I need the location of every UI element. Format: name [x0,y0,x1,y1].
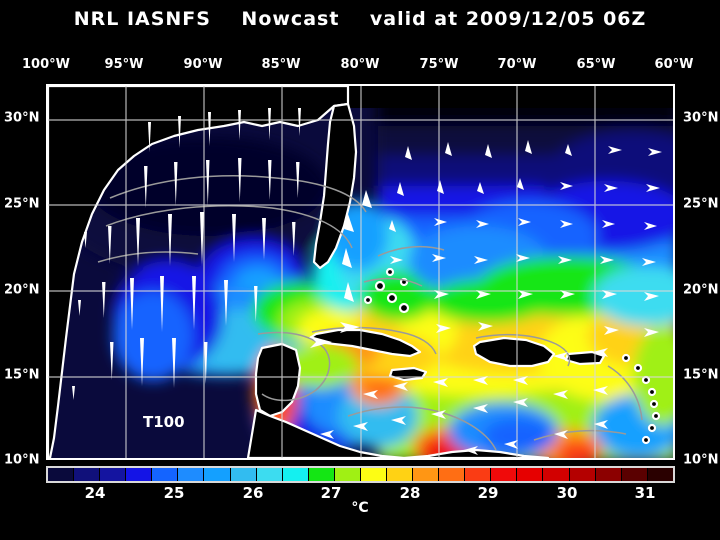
colorbar-swatch-6 [204,468,231,481]
colorbar-swatch-13 [387,468,414,481]
lon-tick-90w: 90°W [183,57,223,72]
colorbar-swatch-0 [48,468,75,481]
colorbar-swatch-23 [647,468,673,481]
colorbar-swatch-18 [517,468,544,481]
colorbar-swatch-4 [152,468,179,481]
colorbar-unit-label: °C [351,500,369,516]
colorbar-swatch-19 [543,468,570,481]
colorbar-tick-26: 26 [242,484,264,502]
colorbar-tick-30: 30 [556,484,578,502]
colorbar-swatch-15 [439,468,466,481]
lon-tick-80w: 80°W [340,57,380,72]
colorbar-tick-27: 27 [320,484,342,502]
colorbar-swatch-1 [74,468,101,481]
colorbar-tick-25: 25 [163,484,185,502]
lon-tick-75w: 75°W [419,57,459,72]
lat-tick-right-10n: 10°N [683,452,719,468]
map-panel[interactable]: T100 [46,84,675,460]
lat-tick-left-25n: 25°N [4,196,40,212]
lat-tick-left-30n: 30°N [4,110,40,126]
lon-tick-85w: 85°W [261,57,301,72]
colorbar-tick-31: 31 [634,484,656,502]
field-label-t100: T100 [143,413,185,431]
colorbar-swatch-22 [621,468,648,481]
colorbar[interactable] [46,466,675,483]
lat-tick-left-10n: 10°N [4,452,40,468]
colorbar-swatch-20 [569,468,596,481]
colorbar-swatch-2 [100,468,127,481]
colorbar-tick-29: 29 [477,484,499,502]
lat-tick-right-30n: 30°N [683,110,719,126]
colorbar-tick-24: 24 [84,484,106,502]
lon-tick-60w: 60°W [654,57,694,72]
colorbar-swatch-5 [178,468,205,481]
colorbar-swatch-9 [282,468,309,481]
colorbar-swatch-10 [308,468,335,481]
colorbar-swatch-17 [491,468,518,481]
colorbar-swatch-12 [360,468,388,481]
lat-tick-left-20n: 20°N [4,282,40,298]
lat-tick-left-15n: 15°N [4,367,40,383]
colorbar-swatch-3 [126,468,153,481]
lat-tick-right-25n: 25°N [683,196,719,212]
colorbar-swatch-14 [413,468,440,481]
colorbar-swatch-16 [465,468,492,481]
colorbar-tick-28: 28 [399,484,421,502]
sst-field-map [48,86,673,458]
lon-tick-100w: 100°W [22,57,70,72]
page-title: NRL IASNFS Nowcast valid at 2009/12/05 0… [73,8,647,30]
lon-tick-65w: 65°W [576,57,616,72]
colorbar-swatch-8 [256,468,283,481]
colorbar-swatch-7 [230,468,257,481]
lat-tick-right-15n: 15°N [683,367,719,383]
lat-tick-right-20n: 20°N [683,282,719,298]
colorbar-swatch-11 [334,468,361,481]
lon-tick-70w: 70°W [497,57,537,72]
colorbar-swatch-21 [595,468,622,481]
lon-tick-95w: 95°W [104,57,144,72]
